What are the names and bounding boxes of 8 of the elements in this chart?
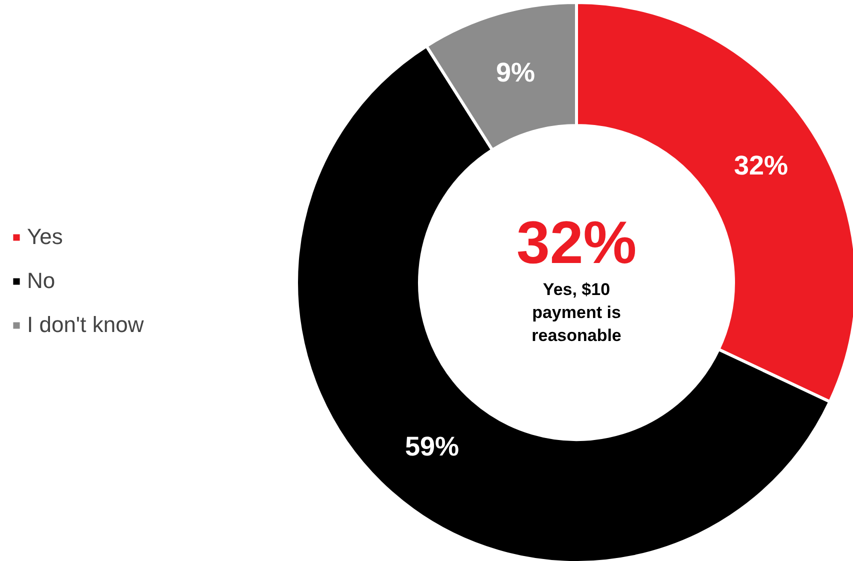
data-label: 9% bbox=[496, 58, 536, 88]
data-label: 59% bbox=[404, 431, 460, 462]
text: 32% bbox=[516, 209, 637, 276]
legend-label: I don't know bbox=[27, 312, 144, 338]
legend-label: Yes bbox=[27, 224, 63, 250]
data-label: 32% bbox=[734, 150, 788, 180]
legend-label: No bbox=[27, 268, 56, 294]
text: Yes, $10 payment is reasonable bbox=[532, 280, 622, 345]
